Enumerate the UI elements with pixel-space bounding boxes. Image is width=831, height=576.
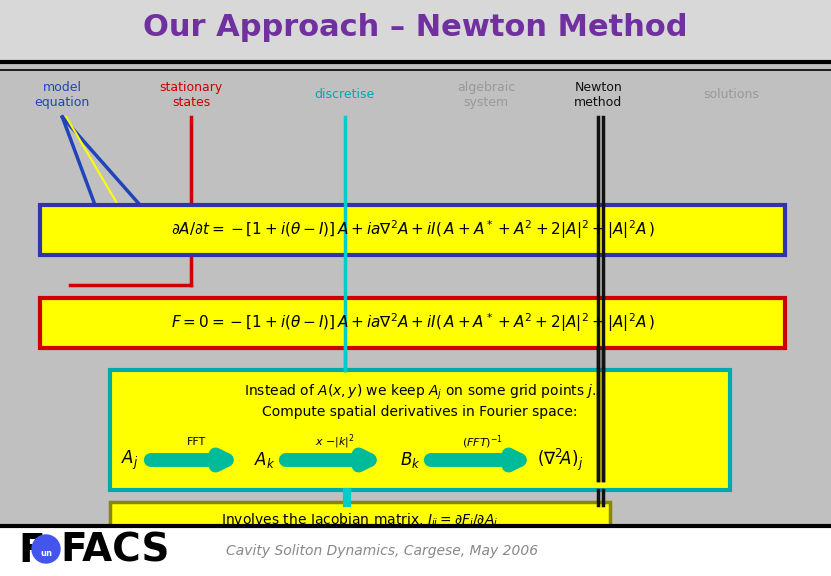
Text: $(FFT)^{-1}$: $(FFT)^{-1}$ (462, 433, 504, 451)
Text: un: un (40, 548, 52, 558)
Text: F: F (18, 532, 45, 570)
Text: Compute spatial derivatives in Fourier space:: Compute spatial derivatives in Fourier s… (263, 405, 578, 419)
Text: FACS: FACS (60, 532, 170, 570)
Text: Newton
method: Newton method (574, 81, 622, 109)
Text: Our Approach – Newton Method: Our Approach – Newton Method (143, 13, 688, 43)
Bar (40, 205, 785, 255)
Text: stationary
states: stationary states (160, 81, 223, 109)
Text: Instead of $A(x,y)$ we keep $A_j$ on some grid points $j$.: Instead of $A(x,y)$ we keep $A_j$ on som… (243, 382, 597, 401)
Text: $x\ {-}|k|^2$: $x\ {-}|k|^2$ (315, 433, 355, 452)
Text: model
equation: model equation (35, 81, 90, 109)
Text: algebraic
system: algebraic system (457, 81, 515, 109)
Bar (110, 370, 730, 490)
Text: $F{=}0 = -[1+i(\theta - I)]\,A + ia\nabla^2 A + iI(\,A+A^*+A^2+2|A|^2+|A|^2A\,)$: $F{=}0 = -[1+i(\theta - I)]\,A + ia\nabl… (170, 312, 655, 334)
Circle shape (32, 535, 60, 563)
Text: Cavity Soliton Dynamics, Cargese, May 2006: Cavity Soliton Dynamics, Cargese, May 20… (226, 544, 538, 558)
Text: $(\nabla^2\!A)_j$: $(\nabla^2\!A)_j$ (537, 447, 583, 473)
Bar (110, 502, 610, 540)
Bar (0, 0, 831, 62)
Text: solutions: solutions (703, 89, 760, 101)
Text: Involves the Jacobian matrix, $J_{ij}= \partial F_i/\partial A_j$: Involves the Jacobian matrix, $J_{ij}= \… (221, 511, 499, 530)
Text: $\partial A/\partial t = -[1+i(\theta - I)]\,A + ia\nabla^2 A + iI(\,A+A^*+A^2+2: $\partial A/\partial t = -[1+i(\theta - … (170, 219, 655, 241)
Text: discretise: discretise (315, 89, 375, 101)
Text: $A_k$: $A_k$ (254, 450, 276, 470)
Bar (40, 298, 785, 348)
Text: FFT: FFT (186, 437, 205, 447)
Text: $B_k$: $B_k$ (400, 450, 420, 470)
Text: $A_j$: $A_j$ (121, 448, 139, 472)
Bar (0, 526, 831, 576)
